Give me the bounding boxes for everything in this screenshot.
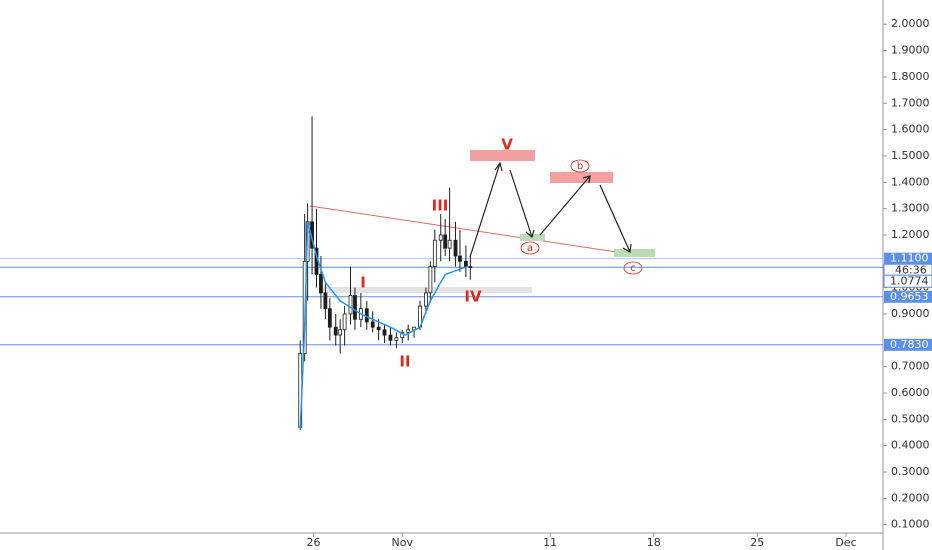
x-tick-label: 18 xyxy=(647,536,661,549)
y-tick-label: 0.9000 xyxy=(891,307,930,320)
wave-label: III xyxy=(432,197,449,215)
y-tick-label: 1.8000 xyxy=(891,70,930,83)
candle-body xyxy=(463,260,468,267)
candle-body xyxy=(342,313,347,331)
level-label: 0.7830 xyxy=(890,338,929,351)
last-price-label: 1.0774 xyxy=(890,274,929,287)
candle-body xyxy=(370,321,375,328)
label-circles xyxy=(520,159,643,275)
candle-body xyxy=(432,239,437,267)
candle-body xyxy=(338,329,343,336)
candle-body xyxy=(468,266,473,268)
candle-body xyxy=(447,239,452,249)
y-tick-label: 0.3000 xyxy=(891,465,930,478)
wave-label: I xyxy=(360,274,366,292)
x-tick-label: 26 xyxy=(307,536,321,549)
x-tick-label: 11 xyxy=(543,536,557,549)
y-tick-label: 0.5000 xyxy=(891,412,930,425)
candle-body xyxy=(458,255,462,262)
y-tick-label: 1.5000 xyxy=(891,149,930,162)
wave-label: IV xyxy=(464,288,482,306)
countdown: 46:36 xyxy=(895,263,927,276)
support-box xyxy=(520,234,545,241)
last-price-tag xyxy=(883,274,932,288)
y-tick-label: 1.2000 xyxy=(891,228,930,241)
y-tick-label: 1.4000 xyxy=(891,175,930,188)
y-tick-label: 0.2000 xyxy=(891,491,930,504)
candle-body xyxy=(327,308,332,328)
x-tick-label: Dec xyxy=(835,536,856,549)
y-tick-label: 1.6000 xyxy=(891,123,930,136)
level-tag xyxy=(884,338,932,351)
x-tick-label: 25 xyxy=(750,536,764,549)
y-tick-label: 2.0000 xyxy=(891,17,930,30)
candle-body xyxy=(428,266,433,294)
y-tick-label: 0.7000 xyxy=(891,360,930,373)
support-box xyxy=(614,249,655,257)
candle-body xyxy=(364,308,369,323)
level-tag xyxy=(884,290,932,303)
wave-label: c xyxy=(630,263,636,274)
candle-body xyxy=(453,239,458,257)
y-tick-label: 0.4000 xyxy=(891,439,930,452)
wave-label: II xyxy=(399,353,410,371)
candle-body xyxy=(394,337,399,341)
candle-body xyxy=(333,326,338,336)
candle-body xyxy=(438,234,443,241)
candle-body xyxy=(443,234,448,249)
moving-average xyxy=(299,221,468,430)
y-tick-label: 1.7000 xyxy=(891,96,930,109)
wave-label: a xyxy=(527,243,533,254)
candle-body xyxy=(323,292,328,310)
level-label: 0.9653 xyxy=(890,290,929,303)
trend-line xyxy=(309,205,631,255)
y-tick-label: 0.6000 xyxy=(891,386,930,399)
x-tick-label: Nov xyxy=(392,536,414,549)
target-box xyxy=(470,150,535,161)
target-box xyxy=(550,172,613,183)
y-tick-label: 0.1000 xyxy=(891,518,930,531)
candle-body xyxy=(348,295,353,315)
candle-body xyxy=(424,292,428,307)
candle-body xyxy=(319,274,323,294)
candle-body xyxy=(406,329,411,333)
candle-body xyxy=(388,334,393,341)
wave-label: b xyxy=(577,161,583,172)
candle-body xyxy=(382,329,387,336)
level-tag xyxy=(884,252,932,265)
projection-path xyxy=(469,161,632,258)
wave-label: V xyxy=(501,136,513,154)
candle-body xyxy=(376,326,381,331)
y-tick-label: 1.3000 xyxy=(891,202,930,215)
y-tick-label: 1.9000 xyxy=(891,44,930,57)
level-label: 1.1100 xyxy=(890,252,929,265)
candle-body xyxy=(353,295,357,320)
